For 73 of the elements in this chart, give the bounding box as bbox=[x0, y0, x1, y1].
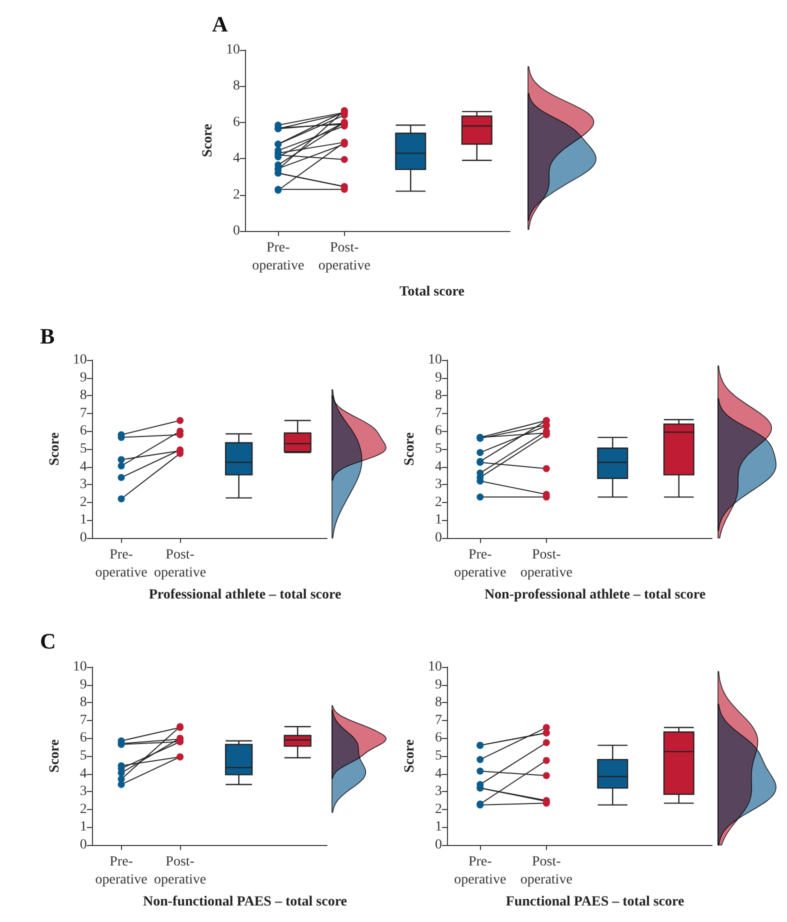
y-tick-label: 0 bbox=[233, 224, 240, 238]
y-tick-label: 3 bbox=[80, 477, 87, 492]
chart-title: A bbox=[212, 12, 228, 36]
y-tick-label: 0 bbox=[80, 530, 87, 546]
x-tick-label: Post- operative bbox=[520, 854, 572, 888]
y-tick-label: 3 bbox=[435, 477, 442, 492]
x-tick-label: Pre- operative bbox=[252, 240, 304, 274]
x-axis-title: Professional athlete – total score bbox=[148, 588, 342, 602]
y-tick-label: 6 bbox=[435, 424, 442, 439]
y-tick-label: 0 bbox=[80, 838, 87, 852]
x-tick-label: Pre- operative bbox=[95, 854, 148, 888]
y-axis-title: Score bbox=[48, 432, 62, 466]
y-tick-label: 10 bbox=[428, 660, 442, 674]
y-tick-label: 3 bbox=[80, 784, 87, 800]
y-tick-label: 10 bbox=[72, 660, 87, 674]
y-tick-label: 0 bbox=[435, 530, 442, 546]
y-tick-label: 9 bbox=[435, 370, 442, 386]
y-tick-label: 4 bbox=[435, 766, 442, 782]
y-tick-label: 2 bbox=[233, 187, 240, 202]
y-tick-label: 7 bbox=[80, 712, 87, 728]
y-tick-label: 10 bbox=[226, 42, 240, 58]
y-tick-label: 4 bbox=[435, 459, 442, 474]
y-tick-label: 7 bbox=[435, 406, 442, 421]
y-tick-label: 2 bbox=[435, 494, 442, 510]
y-tick-label: 8 bbox=[233, 78, 240, 94]
y-tick-label: 8 bbox=[80, 695, 87, 710]
y-tick-label: 7 bbox=[80, 406, 87, 421]
x-tick-label: Post- operative bbox=[520, 548, 572, 580]
y-tick-label: 9 bbox=[435, 677, 442, 692]
x-axis-title: Non-professional athlete – total score bbox=[484, 588, 706, 602]
y-tick-label: 5 bbox=[435, 748, 442, 764]
y-tick-label: 1 bbox=[80, 512, 87, 528]
x-tick-label: Post- operative bbox=[154, 548, 206, 580]
y-tick-label: 6 bbox=[80, 424, 87, 439]
y-tick-label: 6 bbox=[435, 730, 442, 746]
y-tick-label: 5 bbox=[435, 442, 442, 456]
y-tick-label: 4 bbox=[80, 459, 87, 474]
x-axis-title: Non-functional PAES – total score bbox=[142, 894, 348, 910]
y-tick-label: 7 bbox=[435, 712, 442, 728]
chart-title: C bbox=[40, 628, 56, 654]
y-tick-label: 6 bbox=[233, 114, 240, 130]
y-tick-label: 10 bbox=[428, 352, 442, 368]
y-tick-label: 9 bbox=[80, 677, 87, 692]
y-tick-label: 1 bbox=[435, 512, 442, 528]
y-tick-label: 8 bbox=[435, 695, 442, 710]
y-tick-label: 9 bbox=[80, 370, 87, 386]
y-tick-label: 4 bbox=[80, 766, 87, 782]
y-tick-label: 1 bbox=[435, 820, 442, 835]
y-tick-label: 2 bbox=[80, 494, 87, 510]
x-axis-title: Total score bbox=[400, 284, 464, 300]
x-axis-title: Functional PAES – total score bbox=[506, 894, 684, 910]
y-tick-label: 0 bbox=[435, 838, 442, 852]
chart-title: B bbox=[40, 324, 55, 348]
x-tick-label: Post- operative bbox=[318, 240, 370, 274]
y-tick-label: 2 bbox=[435, 802, 442, 817]
y-tick-label: 2 bbox=[80, 802, 87, 817]
x-tick-label: Pre- operative bbox=[454, 854, 506, 888]
y-tick-label: 5 bbox=[80, 748, 87, 764]
y-tick-label: 6 bbox=[80, 730, 87, 746]
y-axis-title: Score bbox=[402, 432, 418, 466]
y-tick-label: 10 bbox=[72, 352, 87, 368]
y-axis-title: Score bbox=[48, 739, 62, 773]
y-tick-label: 8 bbox=[435, 388, 442, 404]
y-tick-label: 8 bbox=[80, 388, 87, 404]
x-tick-label: Pre- operative bbox=[95, 548, 148, 580]
x-tick-label: Pre- operative bbox=[454, 548, 506, 580]
y-tick-label: 5 bbox=[80, 442, 87, 456]
x-tick-label: Post- operative bbox=[154, 854, 206, 888]
y-axis-title: Score bbox=[402, 739, 418, 773]
y-tick-label: 4 bbox=[233, 151, 240, 166]
y-tick-label: 3 bbox=[435, 784, 442, 800]
y-tick-label: 1 bbox=[80, 820, 87, 835]
y-axis-title: Score bbox=[200, 124, 216, 158]
